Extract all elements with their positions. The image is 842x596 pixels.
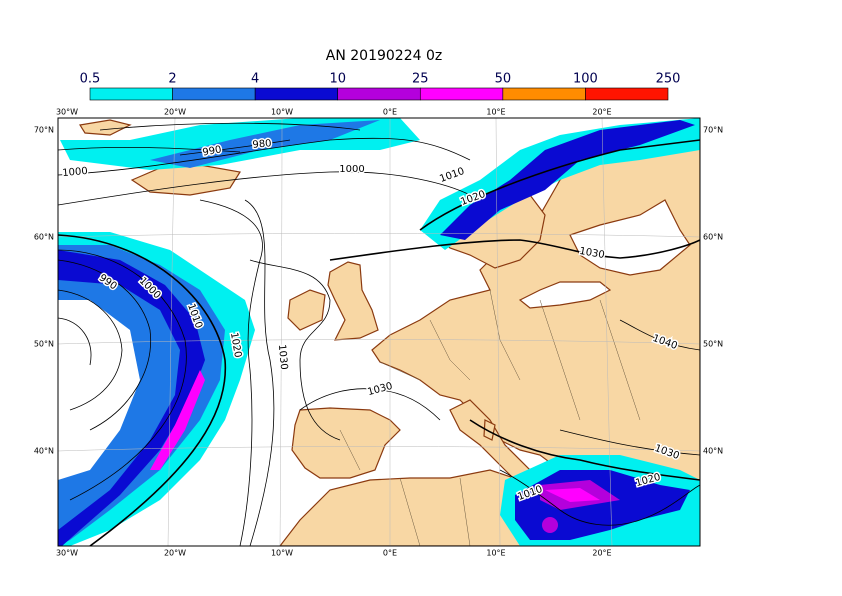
lon-label: 20°W (164, 549, 186, 558)
lon-label: 30°W (56, 108, 78, 117)
isobar-label: 1030 (276, 344, 289, 370)
map-frame (57, 117, 701, 547)
colorbar: 0.5 2 4 10 25 50 100 250 (80, 72, 681, 101)
lon-label: 20°E (592, 108, 611, 117)
lon-label: 20°W (164, 108, 186, 117)
colorbar-box (89, 87, 173, 101)
lon-label: 0°E (383, 549, 397, 558)
isobar-label: 980 (252, 138, 272, 151)
colorbar-box (337, 87, 421, 101)
lat-label: 60°N (34, 233, 54, 242)
colorbar-label: 25 (412, 72, 429, 87)
colorbar-label: 2 (168, 72, 176, 87)
lat-label: 40°N (34, 447, 54, 456)
lon-label: 10°W (271, 549, 293, 558)
lat-label: 70°N (34, 126, 54, 135)
colorbar-label: 100 (573, 72, 598, 87)
lat-label: 60°N (703, 233, 723, 242)
colorbar-box (254, 87, 339, 101)
lon-label: 30°W (56, 549, 78, 558)
lat-label: 70°N (703, 126, 723, 135)
colorbar-label: 250 (656, 72, 681, 87)
colorbar-box (585, 87, 669, 101)
colorbar-box (172, 87, 256, 101)
colorbar-label: 10 (329, 72, 346, 87)
isobar-label: 990 (202, 144, 223, 158)
isobar-label: 1020 (228, 332, 243, 359)
lat-label: 50°N (34, 340, 54, 349)
isobar-label: 1000 (62, 166, 88, 179)
axis-labels: 30°W 30°W 20°W 20°W 10°W 10°W 0°E 0°E 10°E 10°E 20… (34, 108, 723, 558)
isobar-label: 1000 (339, 164, 364, 175)
colorbar-box (502, 87, 586, 101)
lon-label: 0°E (383, 108, 397, 117)
colorbar-label: 50 (495, 72, 512, 87)
lon-label: 20°E (592, 549, 611, 558)
colorbar-label: 0.5 (80, 72, 101, 87)
lat-label: 40°N (703, 447, 723, 456)
colorbar-label: 4 (251, 72, 259, 87)
lon-label: 10°E (486, 549, 505, 558)
colorbar-box (419, 87, 504, 101)
title: AN 20190224 0z (326, 48, 442, 64)
lon-label: 10°E (486, 108, 505, 117)
lon-label: 10°W (271, 108, 293, 117)
lat-label: 50°N (703, 340, 723, 349)
